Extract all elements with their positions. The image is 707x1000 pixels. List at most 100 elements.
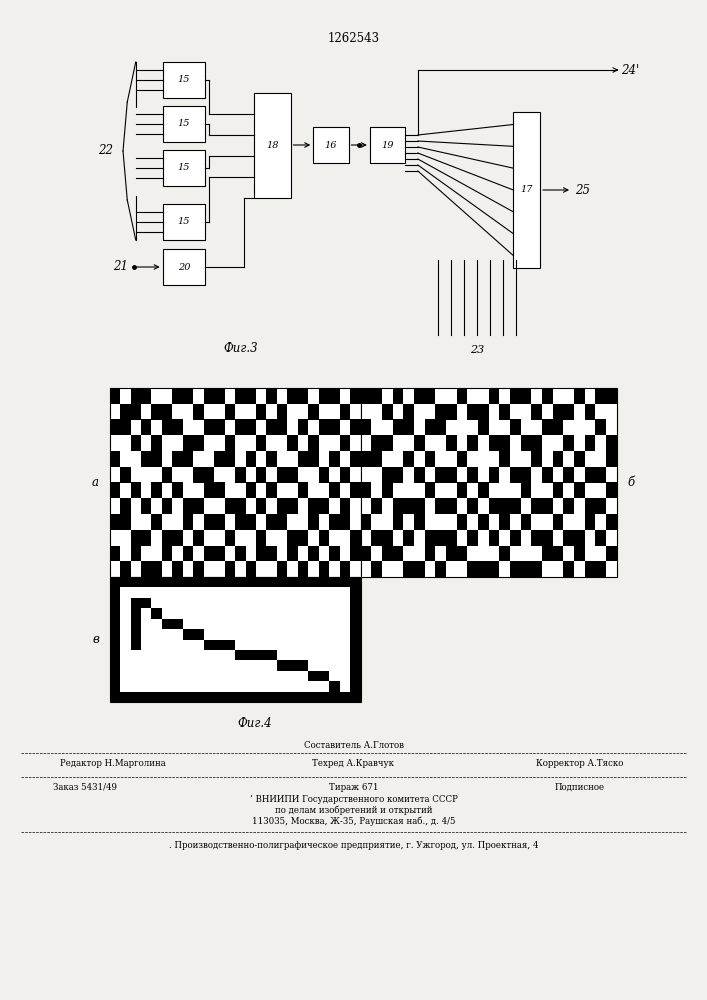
Bar: [350, 608, 361, 619]
Text: ’ ВНИИПИ Государственного комитета СССР: ’ ВНИИПИ Государственного комитета СССР: [250, 794, 457, 804]
Bar: [193, 435, 204, 451]
Bar: [531, 561, 542, 577]
Bar: [329, 451, 339, 467]
Bar: [499, 404, 510, 420]
Bar: [110, 388, 120, 404]
Bar: [478, 561, 489, 577]
Bar: [110, 514, 120, 530]
Text: 20: 20: [177, 262, 190, 271]
Bar: [308, 498, 319, 514]
Bar: [204, 482, 214, 498]
Bar: [141, 420, 151, 435]
Bar: [298, 451, 308, 467]
Bar: [542, 498, 553, 514]
Bar: [350, 598, 361, 608]
Bar: [277, 692, 287, 702]
Bar: [350, 587, 361, 598]
Bar: [151, 577, 162, 587]
Bar: [308, 546, 319, 561]
Bar: [162, 404, 173, 420]
Bar: [489, 388, 499, 404]
Bar: [225, 692, 235, 702]
Bar: [329, 546, 339, 561]
Bar: [446, 530, 457, 546]
Bar: [595, 467, 606, 483]
Text: Техред А.Кравчук: Техред А.Кравчук: [312, 758, 395, 768]
Bar: [585, 404, 595, 420]
Bar: [183, 577, 193, 587]
Bar: [256, 546, 267, 561]
Text: 19: 19: [381, 140, 394, 149]
Bar: [350, 577, 361, 587]
Bar: [141, 451, 151, 467]
Bar: [173, 577, 183, 587]
Bar: [329, 577, 339, 587]
Bar: [585, 498, 595, 514]
Bar: [361, 388, 371, 404]
Bar: [606, 435, 617, 451]
Text: Корректор А.Тяско: Корректор А.Тяско: [536, 758, 624, 768]
Bar: [563, 467, 574, 483]
Bar: [183, 498, 193, 514]
Bar: [339, 514, 350, 530]
Bar: [298, 530, 308, 546]
Bar: [574, 482, 585, 498]
Bar: [478, 420, 489, 435]
Bar: [510, 467, 520, 483]
Bar: [131, 619, 141, 629]
Bar: [287, 388, 298, 404]
Bar: [392, 546, 403, 561]
Bar: [131, 404, 141, 420]
Bar: [204, 546, 214, 561]
Bar: [382, 482, 392, 498]
Bar: [329, 482, 339, 498]
Bar: [308, 435, 319, 451]
Bar: [478, 404, 489, 420]
Bar: [319, 498, 329, 514]
Bar: [574, 451, 585, 467]
Bar: [277, 467, 287, 483]
Bar: [193, 577, 204, 587]
Bar: [162, 530, 173, 546]
Bar: [585, 467, 595, 483]
Bar: [531, 451, 542, 467]
Bar: [163, 249, 205, 285]
Bar: [256, 467, 267, 483]
Bar: [382, 546, 392, 561]
Bar: [141, 530, 151, 546]
Bar: [110, 546, 120, 561]
Bar: [287, 467, 298, 483]
Bar: [403, 404, 414, 420]
Bar: [235, 650, 245, 660]
Bar: [110, 671, 120, 681]
Bar: [173, 388, 183, 404]
Bar: [531, 530, 542, 546]
Bar: [131, 435, 141, 451]
Bar: [235, 420, 245, 435]
Bar: [131, 640, 141, 650]
Bar: [542, 530, 553, 546]
Bar: [424, 420, 436, 435]
Bar: [298, 577, 308, 587]
Text: по делам изобретений и открытий: по делам изобретений и открытий: [275, 805, 432, 815]
Bar: [110, 681, 120, 692]
Bar: [446, 467, 457, 483]
Bar: [606, 388, 617, 404]
Bar: [499, 435, 510, 451]
Bar: [225, 640, 235, 650]
Bar: [267, 388, 277, 404]
Bar: [606, 482, 617, 498]
Bar: [162, 498, 173, 514]
Bar: [267, 546, 277, 561]
Bar: [162, 546, 173, 561]
Text: Редактор Н.Марголина: Редактор Н.Марголина: [60, 758, 166, 768]
Bar: [256, 692, 267, 702]
Text: 22: 22: [98, 144, 113, 157]
Bar: [120, 692, 131, 702]
Bar: [585, 435, 595, 451]
Text: 25: 25: [575, 184, 590, 196]
Bar: [308, 514, 319, 530]
Text: Фиг.4: Фиг.4: [238, 717, 271, 730]
Bar: [510, 530, 520, 546]
Bar: [319, 577, 329, 587]
